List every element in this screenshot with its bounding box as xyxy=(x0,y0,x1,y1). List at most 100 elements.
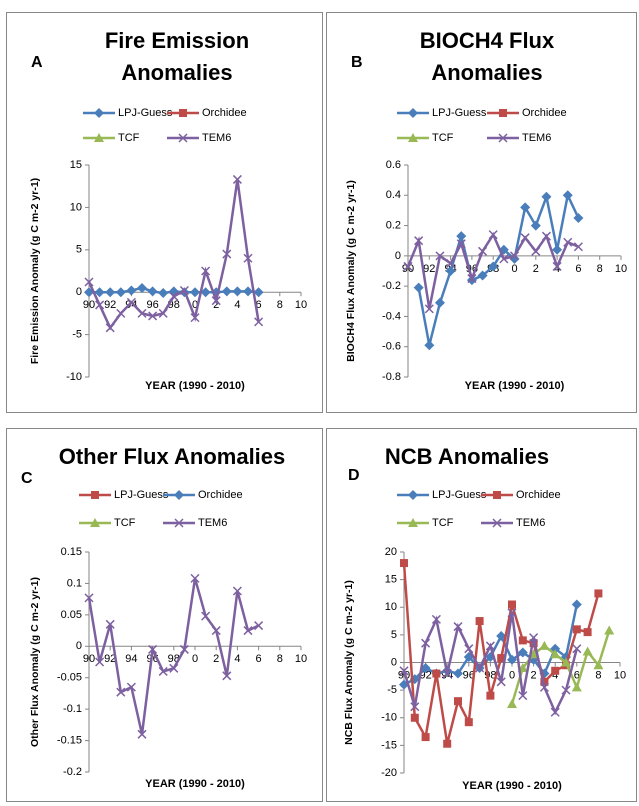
marker xyxy=(573,242,583,252)
marker xyxy=(137,729,147,739)
marker xyxy=(561,685,571,695)
panel-letter: D xyxy=(348,467,360,484)
x-tick-label: 8 xyxy=(597,263,603,275)
marker xyxy=(497,654,506,663)
x-tick-label: 2 xyxy=(531,669,537,681)
marker xyxy=(222,671,232,681)
y-tick-label: -0.6 xyxy=(382,341,401,353)
chart-title: BIOCH4 Flux Anomalies xyxy=(419,28,555,85)
marker xyxy=(477,270,488,281)
marker xyxy=(571,682,582,692)
legend-label: Orchidee xyxy=(522,107,567,119)
x-axis-label: YEAR (1990 - 2010) xyxy=(462,780,562,792)
y-tick-label: 0 xyxy=(395,250,401,262)
y-axis-label: BIOCH4 Flux Anomaly (g C m-2 yr-1) xyxy=(345,180,357,362)
marker xyxy=(435,251,445,261)
x-tick-label: 0 xyxy=(192,653,198,665)
x-tick-label: 92 xyxy=(104,299,116,311)
legend-label: TEM6 xyxy=(522,132,551,144)
x-tick-label: 6 xyxy=(256,299,262,311)
y-tick-label: -20 xyxy=(381,767,397,779)
chart: B-0.8-0.6-0.4-0.200.20.40.69092949698024… xyxy=(345,54,627,392)
marker xyxy=(179,285,189,296)
marker xyxy=(174,490,184,500)
marker xyxy=(211,626,221,636)
marker xyxy=(488,230,498,240)
marker xyxy=(572,644,582,654)
x-tick-label: 6 xyxy=(575,263,581,275)
legend-label: Orchidee xyxy=(198,489,243,501)
y-tick-label: -5 xyxy=(72,329,82,341)
marker xyxy=(573,213,584,223)
marker xyxy=(421,638,431,648)
legend-label: LPJ-Guess xyxy=(432,489,487,501)
marker xyxy=(200,287,211,298)
y-tick-label: -0.4 xyxy=(382,310,401,322)
panel: B-0.8-0.6-0.4-0.200.20.40.69092949698024… xyxy=(326,12,637,413)
marker xyxy=(413,282,424,293)
y-tick-label: 15 xyxy=(70,159,82,171)
marker xyxy=(453,622,463,632)
y-tick-label: -0.2 xyxy=(382,280,401,292)
marker xyxy=(583,628,592,637)
panel-letter: A xyxy=(31,54,43,71)
panel-letter: C xyxy=(21,470,33,487)
marker xyxy=(179,644,189,654)
chart: D-20-15-10-50510152090929496980246810NCB… xyxy=(343,467,626,792)
marker xyxy=(551,666,560,675)
marker xyxy=(562,190,573,201)
marker xyxy=(137,308,147,318)
x-tick-label: 0 xyxy=(511,263,517,275)
marker xyxy=(94,287,105,298)
marker xyxy=(105,619,115,629)
marker xyxy=(552,244,563,255)
panel-letter: B xyxy=(351,54,363,71)
x-tick-label: 96 xyxy=(146,299,158,311)
marker xyxy=(94,108,104,118)
y-tick-label: 0 xyxy=(391,656,397,668)
marker xyxy=(421,733,430,742)
x-tick-label: 10 xyxy=(614,669,626,681)
y-tick-label: 5 xyxy=(76,244,82,256)
y-tick-label: 0 xyxy=(76,286,82,298)
x-tick-label: 0 xyxy=(509,669,515,681)
chart-title: Fire Emission Anomalies xyxy=(104,28,250,85)
marker xyxy=(169,291,179,301)
marker xyxy=(254,317,264,327)
marker xyxy=(243,286,253,297)
marker xyxy=(493,491,501,499)
marker xyxy=(453,668,463,679)
x-tick-label: 96 xyxy=(463,669,475,681)
marker xyxy=(488,261,499,272)
marker xyxy=(431,614,441,624)
legend-label: LPJ-Guess xyxy=(432,107,487,119)
marker xyxy=(594,589,603,598)
x-tick-label: 4 xyxy=(234,299,240,311)
marker xyxy=(158,288,169,299)
marker xyxy=(463,651,474,662)
marker xyxy=(518,691,528,701)
marker xyxy=(582,646,593,656)
marker xyxy=(190,573,200,583)
marker xyxy=(147,286,158,297)
x-tick-label: 8 xyxy=(277,299,283,311)
y-tick-label: 10 xyxy=(385,601,397,613)
x-tick-label: 2 xyxy=(213,299,219,311)
marker xyxy=(178,133,188,143)
marker xyxy=(174,518,184,528)
x-tick-label: 6 xyxy=(574,669,580,681)
marker xyxy=(148,644,158,654)
marker xyxy=(499,109,507,117)
marker xyxy=(148,311,158,321)
marker xyxy=(464,644,474,654)
marker xyxy=(90,518,100,527)
marker xyxy=(563,237,573,247)
legend-label: TCF xyxy=(114,517,136,529)
marker xyxy=(105,287,116,298)
y-tick-label: -5 xyxy=(387,684,397,696)
marker xyxy=(95,300,105,310)
panel: C -0.2 -0.15 -0.1 -0.05 0 0.05 0.1 0.15 90 92 94 96 9… xyxy=(6,428,323,802)
marker xyxy=(485,651,496,662)
legend-label: LPJ-Guess xyxy=(118,107,173,119)
marker xyxy=(410,713,419,722)
